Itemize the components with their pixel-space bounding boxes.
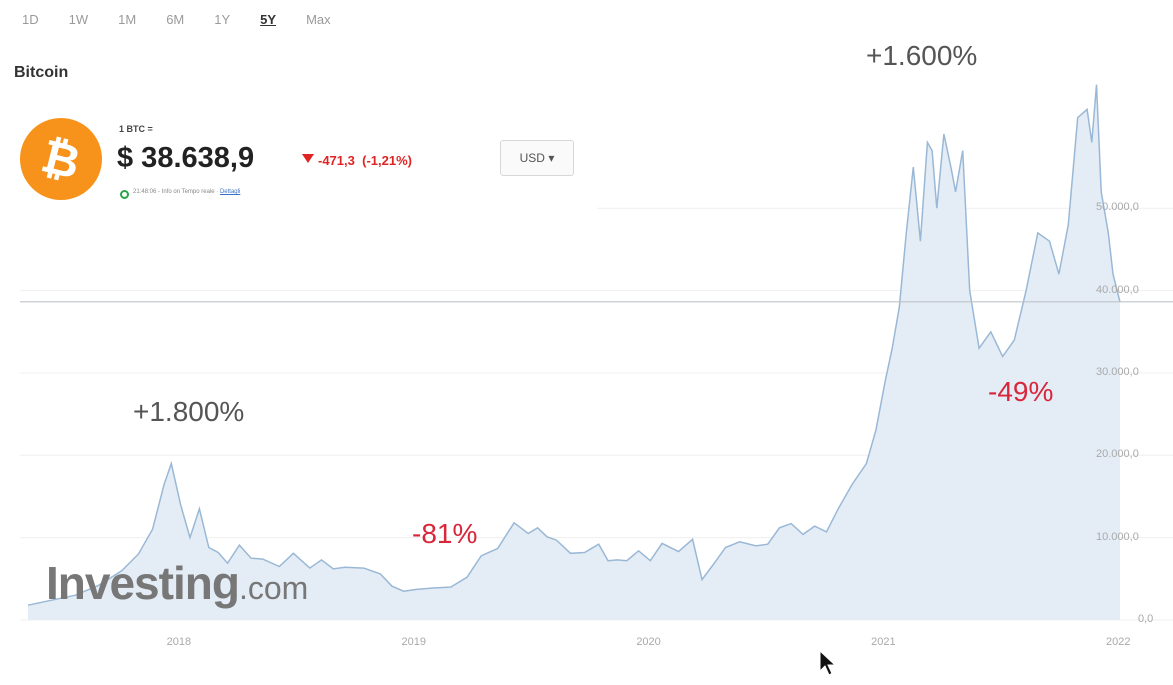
- y-tick-label: 50.000,0: [1096, 201, 1139, 214]
- realtime-status: 21:48:06 - Info on Tempo reale · Dettagl…: [133, 189, 240, 195]
- annotation-peak-2017: +1.800%: [133, 396, 245, 427]
- y-tick-label: 20.000,0: [1096, 448, 1139, 461]
- price-change: -471,3 (-1,21%): [318, 153, 412, 168]
- down-arrow-icon: [302, 154, 314, 163]
- currency-label: USD: [519, 151, 545, 165]
- range-1d[interactable]: 1D: [22, 12, 39, 27]
- quote-panel: ₿ 1 BTC = $ 38.638,9 -471,3 (-1,21%) USD…: [12, 104, 597, 214]
- realtime-status-icon: [120, 190, 129, 199]
- mouse-cursor-icon: [819, 649, 837, 676]
- range-max[interactable]: Max: [306, 12, 331, 27]
- annotation-peak-2021: +1.600%: [866, 40, 978, 71]
- annotation-drop-2018: -81%: [412, 518, 478, 549]
- chevron-down-icon: ▾: [548, 151, 555, 165]
- investing-watermark-logo: Investing.com: [46, 557, 309, 609]
- price-line: [27, 84, 1121, 606]
- currency-select[interactable]: USD ▾: [500, 140, 574, 176]
- x-tick-label: 2019: [401, 636, 426, 648]
- price-area-fill: [28, 84, 1120, 620]
- range-5y[interactable]: 5Y: [260, 12, 277, 27]
- range-6m[interactable]: 6M: [166, 12, 185, 27]
- range-1y[interactable]: 1Y: [214, 12, 231, 27]
- y-tick-label: 10.000,0: [1096, 530, 1139, 543]
- status-details-link[interactable]: Dettagli: [219, 189, 241, 195]
- y-tick-label: 40.000,0: [1096, 283, 1139, 296]
- annotation-drop-2021: -49%: [988, 376, 1054, 407]
- asset-title: Bitcoin: [14, 64, 69, 81]
- x-tick-label: 2021: [871, 636, 896, 648]
- x-tick-label: 2018: [166, 636, 192, 648]
- change-percent: (-1,21%): [362, 153, 412, 168]
- x-tick-label: 2022: [1106, 636, 1131, 648]
- y-tick-label: 0,0: [1138, 613, 1154, 625]
- y-tick-label: 30.000,0: [1096, 365, 1139, 378]
- quote-pair: 1 BTC =: [119, 124, 153, 134]
- range-1w[interactable]: 1W: [68, 12, 89, 27]
- bitcoin-logo-icon: ₿: [20, 118, 102, 200]
- time-range-selector: 1D 1W 1M 6M 1Y 5Y Max: [22, 12, 331, 27]
- range-1m[interactable]: 1M: [118, 12, 137, 27]
- current-price: $ 38.638,9: [117, 142, 255, 174]
- change-value: -471,3: [318, 153, 355, 168]
- x-tick-label: 2020: [636, 636, 661, 648]
- status-text: 21:48:06 - Info on Tempo reale ·: [133, 189, 219, 195]
